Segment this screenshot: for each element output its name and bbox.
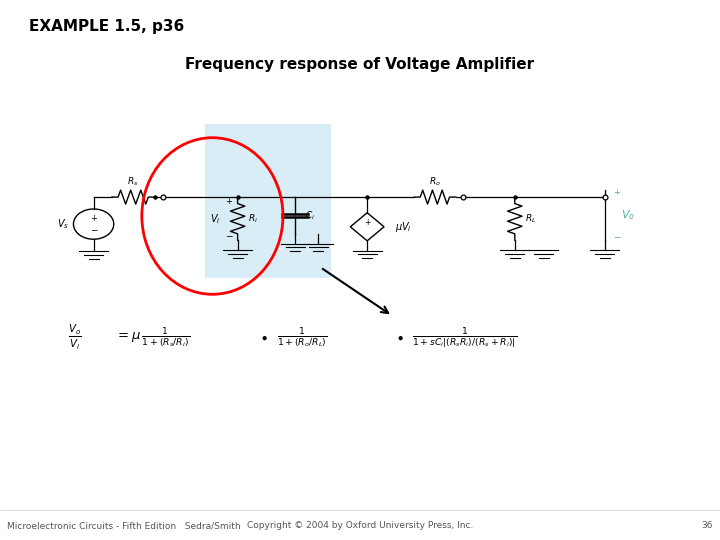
Text: −: − xyxy=(613,232,621,241)
Text: $= \mu\,\frac{1}{1+(R_s/R_i)}$: $= \mu\,\frac{1}{1+(R_s/R_i)}$ xyxy=(115,326,190,349)
FancyBboxPatch shape xyxy=(205,124,331,278)
Text: $V_s$: $V_s$ xyxy=(57,217,69,231)
Text: +: + xyxy=(225,197,233,206)
Text: $\frac{1}{1+(R_o/R_L)}$: $\frac{1}{1+(R_o/R_L)}$ xyxy=(277,326,328,349)
Text: $R_L$: $R_L$ xyxy=(525,212,536,225)
Text: $C_i$: $C_i$ xyxy=(305,209,315,222)
Text: −: − xyxy=(90,225,97,234)
Text: +: + xyxy=(364,218,370,227)
Text: $R_s$: $R_s$ xyxy=(127,176,139,188)
Text: $V_i$: $V_i$ xyxy=(210,212,220,226)
Text: $\frac{1}{1+sC_i|(R_sR_i)/(R_s+R_i)|}$: $\frac{1}{1+sC_i|(R_sR_i)/(R_s+R_i)|}$ xyxy=(412,325,517,350)
Text: $\bullet$: $\bullet$ xyxy=(395,330,403,345)
Text: $\frac{V_o}{V_i}$: $\frac{V_o}{V_i}$ xyxy=(68,323,82,352)
Text: +: + xyxy=(90,213,97,222)
Text: $R_o$: $R_o$ xyxy=(429,176,441,188)
Text: +: + xyxy=(613,188,621,197)
Text: Microelectronic Circuits - Fifth Edition   Sedra/Smith: Microelectronic Circuits - Fifth Edition… xyxy=(7,521,240,530)
Text: −: − xyxy=(225,232,233,240)
Text: EXAMPLE 1.5, p36: EXAMPLE 1.5, p36 xyxy=(29,19,184,34)
Text: 36: 36 xyxy=(701,521,713,530)
Text: $\bullet$: $\bullet$ xyxy=(259,330,268,345)
Text: Copyright © 2004 by Oxford University Press, Inc.: Copyright © 2004 by Oxford University Pr… xyxy=(247,521,473,530)
Text: $\mu V_i$: $\mu V_i$ xyxy=(395,220,411,234)
Text: $R_i$: $R_i$ xyxy=(248,212,258,225)
Text: Frequency response of Voltage Amplifier: Frequency response of Voltage Amplifier xyxy=(186,57,534,72)
Text: $V_o$: $V_o$ xyxy=(621,208,634,222)
